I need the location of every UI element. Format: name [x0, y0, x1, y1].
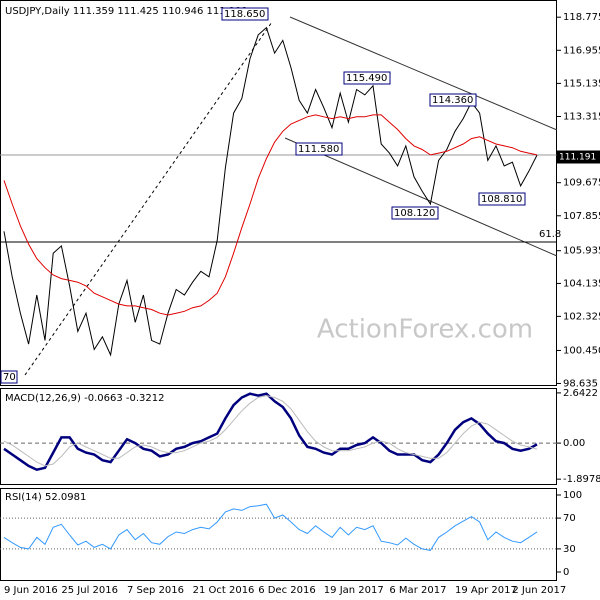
main-frame [0, 0, 557, 386]
y-tick-label: 70 [563, 513, 576, 524]
annotation: 108.810 [481, 194, 522, 205]
annotation-box [295, 142, 343, 156]
y-tick-label: 104.135 [563, 278, 600, 289]
y-tick-label: 2.6422 [563, 388, 598, 399]
y-tick-label: 0 [563, 567, 569, 578]
annotation: 108.120 [394, 208, 435, 219]
y-tick-label: 113.315 [563, 111, 600, 122]
channel-lower [284, 137, 558, 257]
annotation: 115.490 [346, 73, 387, 84]
x-tick-label: 6 Mar 2017 [389, 585, 446, 596]
y-tick-label: 118.775 [563, 12, 600, 23]
y-tick-label: 30 [563, 544, 576, 555]
annotation-box [429, 93, 477, 107]
rsi-frame [0, 488, 557, 581]
y-tick-label: 0.00 [563, 438, 585, 449]
y-tick-label: 102.325 [563, 311, 600, 322]
x-tick-label: 25 Jul 2016 [61, 585, 118, 596]
rsi-title: RSI(14) 52.0981 [5, 492, 86, 503]
y-tick-label: 109.675 [563, 178, 600, 189]
annotation-box [391, 206, 439, 220]
annotation: 118.650 [224, 9, 265, 20]
y-tick-label: 105.935 [563, 246, 600, 257]
annotation-box [221, 7, 269, 21]
annotation-box [0, 370, 18, 384]
series-line [3, 395, 538, 467]
y-tick-label: 116.955 [563, 45, 600, 56]
y-tick-label: 100 [563, 490, 582, 501]
channel-upper [289, 16, 558, 131]
y-tick-label: 107.855 [563, 211, 600, 222]
x-tick-label: 19 Apr 2017 [455, 585, 517, 596]
chart-title: USDJPY,Daily 111.359 111.425 110.946 111… [5, 6, 248, 17]
watermark: ActionForex.com [317, 315, 533, 345]
y-tick-label: 98.635 [563, 378, 598, 389]
y-tick-label: 100.450 [563, 345, 600, 356]
annotation-box [478, 192, 526, 206]
annotation-box [556, 150, 600, 164]
series-line [3, 114, 538, 316]
annotation-box [343, 71, 391, 85]
annotation: 111.580 [298, 144, 339, 155]
annotation: 70 [3, 372, 16, 383]
annotation: 114.360 [432, 95, 473, 106]
annotation: 111.191 [559, 153, 596, 163]
x-tick-label: 9 Jun 2016 [4, 585, 58, 596]
x-tick-label: 7 Sep 2016 [127, 585, 184, 596]
x-tick-label: 2 Jun 2017 [512, 585, 566, 596]
series-line [3, 503, 538, 551]
y-tick-label: 115.135 [563, 78, 600, 89]
annotation: 61.8 [539, 229, 561, 240]
series-line [3, 26, 538, 357]
macd-frame [0, 388, 557, 485]
macd-title: MACD(12,26,9) -0.0663 -0.3212 [5, 393, 165, 404]
x-tick-label: 6 Dec 2016 [258, 585, 316, 596]
x-tick-label: 21 Oct 2016 [193, 585, 255, 596]
y-tick-label: -1.8978 [563, 474, 600, 485]
series-line [3, 392, 538, 472]
x-tick-label: 19 Jan 2017 [324, 585, 384, 596]
